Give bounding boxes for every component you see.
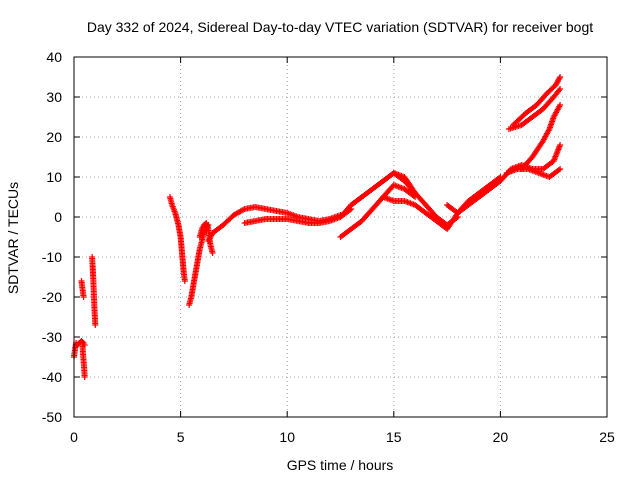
data-point (557, 166, 564, 172)
data-series (444, 142, 564, 216)
y-tick-label: -50 (42, 409, 62, 425)
data-series (510, 74, 564, 128)
data-point (81, 374, 88, 380)
data-series (78, 278, 87, 300)
x-tick-label: 5 (177, 429, 185, 445)
data-point (209, 250, 216, 256)
data-point (80, 294, 87, 300)
data-point (557, 142, 564, 148)
y-tick-label: 30 (46, 89, 62, 105)
y-tick-label: -40 (42, 369, 62, 385)
y-tick-label: 40 (46, 49, 62, 65)
data-series (205, 204, 344, 244)
x-axis-label: GPS time / hours (287, 457, 394, 473)
data-point (92, 322, 99, 328)
data-series (196, 220, 216, 256)
y-axis-label: SDTVAR / TECUs (5, 182, 21, 294)
x-tick-label: 10 (279, 429, 295, 445)
data-point (557, 74, 564, 80)
y-tick-label: -30 (42, 329, 62, 345)
data-series (518, 102, 564, 172)
data-point (557, 102, 564, 108)
data-series (380, 174, 504, 232)
x-tick-label: 20 (493, 429, 509, 445)
tick-layer: 0 5 10 15 20 25 40 30 20 10 0 -10 -20 -30 -40 -50 (42, 49, 615, 445)
data-series (89, 254, 99, 328)
chart-title: Day 332 of 2024, Sidereal Day-to-day VTE… (87, 19, 593, 35)
data-point (555, 167, 562, 173)
grid-layer (74, 57, 607, 417)
x-tick-label: 0 (70, 429, 78, 445)
data-series (505, 86, 564, 132)
data-point (240, 206, 247, 213)
plot-frame (73, 56, 608, 418)
data-series (79, 342, 88, 380)
data-series (166, 194, 188, 284)
x-tick-label: 15 (386, 429, 402, 445)
data-point (557, 86, 564, 92)
y-tick-label: -10 (42, 249, 62, 265)
y-tick-label: 0 (54, 209, 62, 225)
data-point (181, 278, 188, 284)
data-point (556, 75, 563, 82)
y-tick-label: 10 (46, 169, 62, 185)
x-tick-label: 25 (599, 429, 615, 445)
y-tick-label: 20 (46, 129, 62, 145)
data-layer (71, 74, 564, 380)
data-point (556, 87, 563, 94)
y-tick-label: -20 (42, 289, 62, 305)
